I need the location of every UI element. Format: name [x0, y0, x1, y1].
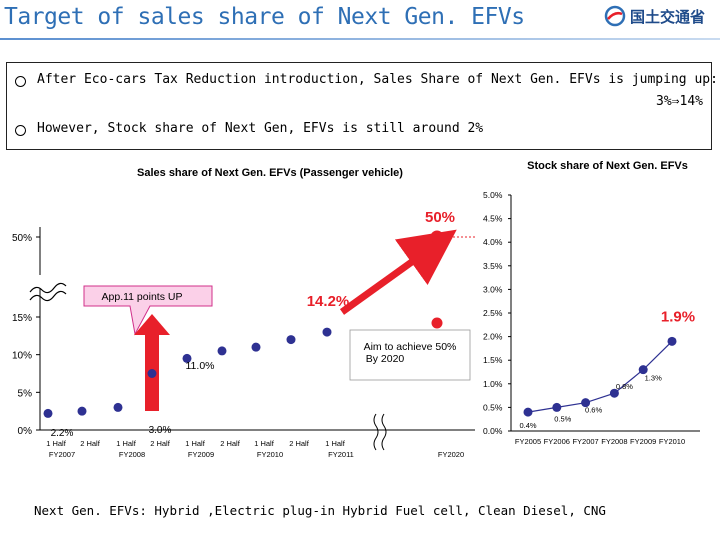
page-title: Target of sales share of Next Gen. EFVs — [4, 4, 525, 30]
sales-x-fy-label: FY2010 — [257, 450, 283, 459]
sales-x-half-label: 1 Half — [46, 439, 67, 448]
sales-target-point — [430, 230, 444, 244]
stock-y-tick-label: 4.5% — [483, 214, 503, 224]
growth-arrow-icon — [339, 229, 457, 315]
stock-x-tick-label: FY2008 — [601, 437, 627, 446]
title-underline — [0, 38, 720, 40]
stock-x-tick-label: FY2010 — [659, 437, 685, 446]
sales-x-half-label: 1 Half — [325, 439, 346, 448]
aim-text-line-1: Aim to achieve 50% — [364, 341, 457, 353]
stock-y-tick-label: 2.5% — [483, 308, 503, 318]
stock-data-label: 1.9% — [661, 308, 695, 325]
ministry-name: 国土交通省 — [630, 7, 706, 26]
sales-point — [286, 335, 296, 345]
stock-x-tick-label: FY2009 — [630, 437, 656, 446]
stock-x-tick-label: FY2005 — [515, 437, 541, 446]
sales-x-fy-label: FY2009 — [188, 450, 214, 459]
y-axis-break-icon — [29, 282, 67, 302]
stock-point — [581, 398, 591, 408]
stock-point — [638, 365, 648, 375]
stock-data-label: 0.4% — [519, 421, 536, 430]
callout-text: App.11 points UP — [102, 291, 183, 303]
stock-data-label: 0.5% — [554, 414, 571, 423]
stock-y-tick-label: 1.5% — [483, 355, 503, 365]
bullet-circle-icon — [15, 76, 26, 87]
aim-box — [349, 329, 471, 381]
sales-x-fy-label: FY2008 — [119, 450, 145, 459]
sales-label-last: 14.2% — [307, 293, 350, 310]
sales-label-mid: 11.0% — [186, 360, 215, 372]
sales-x-half-label: 2 Half — [80, 439, 101, 448]
sales-x-half-label: 2 Half — [150, 439, 171, 448]
sales-chart-title: Sales share of Next Gen. EFVs (Passenger… — [137, 167, 403, 179]
sales-point — [147, 369, 157, 378]
sales-y-tick-label: 50% — [12, 233, 32, 244]
stock-x-tick-label: FY2007 — [572, 437, 598, 446]
bullet-circle-icon — [15, 125, 26, 136]
stock-y-tick-label: 0.0% — [483, 426, 503, 436]
sales-point — [217, 346, 227, 356]
stock-point — [552, 402, 562, 412]
sales-x-fy-label: FY2020 — [438, 450, 464, 459]
stock-y-tick-label: 5.0% — [483, 190, 503, 200]
sales-x-half-label: 1 Half — [116, 439, 137, 448]
footnote: Next Gen. EFVs: Hybrid ,Electric plug-in… — [34, 503, 606, 518]
sales-y-tick-label: 15% — [12, 313, 32, 324]
sales-share-chart: 0% 5% 10% 15% 50% 1 Half FY2007 2 Half 1 Half FY2… — [12, 209, 475, 459]
sales-x-half-label: 1 Half — [254, 439, 275, 448]
sales-label-first: 2.2% — [51, 428, 74, 439]
sales-point — [43, 408, 53, 418]
stock-data-label: 0.8% — [616, 382, 633, 391]
sales-x-half-label: 1 Half — [185, 439, 206, 448]
sales-x-half-label: 2 Half — [220, 439, 241, 448]
callout-box — [83, 285, 213, 336]
stock-y-tick-label: 2.0% — [483, 332, 503, 342]
ministry-emblem-icon — [604, 5, 626, 27]
ministry-logo: 国土交通省 — [604, 4, 705, 28]
summary-line-1: After Eco-cars Tax Reduction introductio… — [37, 72, 718, 87]
stock-data-label: 0.6% — [585, 406, 602, 415]
summary-box: After Eco-cars Tax Reduction introductio… — [6, 62, 718, 150]
stock-series-line — [527, 340, 673, 413]
stock-y-tick-label: 3.0% — [483, 284, 503, 294]
sales-y-tick-label: 5% — [18, 388, 33, 399]
summary-line-2: However, Stock share of Next Gen, EFVs i… — [37, 121, 484, 136]
stock-point — [523, 407, 533, 417]
stock-y-tick-label: 0.5% — [483, 402, 503, 412]
sales-label-third: 3.0% — [149, 425, 172, 436]
sales-y-tick-label: 0% — [18, 426, 33, 437]
sales-point — [113, 402, 123, 412]
sales-x-half-label: 2 Half — [289, 439, 310, 448]
aim-text-line-2: By 2020 — [366, 353, 405, 365]
stock-chart-title: Stock share of Next Gen. EFVs — [527, 160, 688, 172]
sales-point — [77, 406, 87, 416]
stock-point — [667, 336, 677, 346]
stock-y-tick-label: 4.0% — [483, 237, 503, 247]
up-arrow-icon — [134, 314, 170, 335]
x-axis-break-icon — [373, 413, 387, 451]
stock-data-label: 1.3% — [645, 374, 662, 383]
sales-x-fy-label: FY2011 — [328, 450, 354, 459]
stock-share-chart: 0.0% 0.5% 1.0% 1.5% 2.0% 2.5% 3.0% 3.5% 4.0% 4.5%… — [483, 190, 700, 446]
sales-point — [182, 353, 192, 363]
sales-label-target: 50% — [425, 209, 455, 226]
sales-point — [322, 327, 332, 337]
stock-point — [609, 388, 619, 398]
summary-line-1-value: 3%⇒14% — [656, 94, 703, 109]
stock-y-tick-label: 1.0% — [483, 379, 503, 389]
sales-x-fy-label: FY2007 — [49, 450, 75, 459]
sales-point — [431, 317, 443, 329]
stock-y-tick-label: 3.5% — [483, 261, 503, 271]
sales-point — [251, 342, 261, 352]
stock-x-tick-label: FY2006 — [544, 437, 570, 446]
sales-y-tick-label: 10% — [12, 351, 32, 362]
